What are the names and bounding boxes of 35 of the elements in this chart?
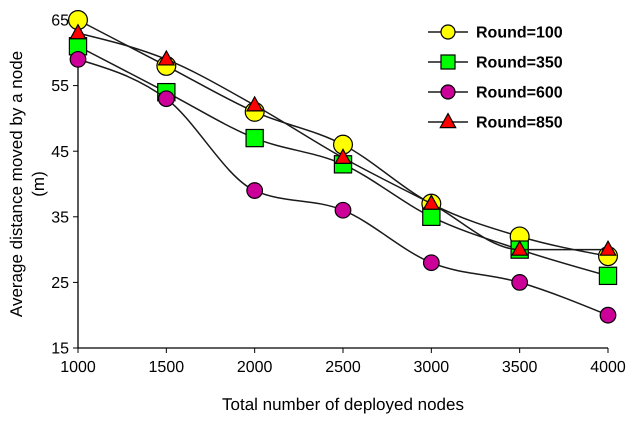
x-axis-title: Total number of deployed nodes [222,395,464,414]
y-tick-label: 55 [51,78,70,96]
x-tick-label: 4000 [590,359,626,376]
point [423,194,440,210]
y-tick-label: 35 [51,209,70,226]
x-tick-label: 1500 [148,359,184,376]
y-tick-label: 45 [51,144,70,161]
legend-label: Round=100 [476,24,563,42]
x-tick-label: 2000 [236,359,273,376]
point [68,10,88,30]
point [158,90,175,108]
y-tick-label: 15 [51,340,70,358]
point [246,182,264,199]
x-tick-label: 3500 [502,359,538,376]
y-axis-title: Average distance moved by a node (m) [7,50,48,318]
point [600,240,616,256]
y-tick-label: 65 [51,12,70,30]
point [333,134,353,155]
point [70,24,86,40]
y-tick-label: 25 [51,275,70,292]
x-tick-label: 3000 [414,359,450,376]
point [511,274,528,291]
x-tick-label: 2500 [325,359,361,376]
point [511,240,528,256]
point [245,128,264,148]
legend-label: Round=350 [476,54,563,72]
point [334,148,352,164]
x-tick-label: 1000 [60,359,96,376]
point [598,266,618,286]
legend-label: Round=850 [476,114,563,132]
point [422,254,440,272]
point [600,306,616,324]
point [334,202,352,219]
legend-label: Round=600 [476,84,563,102]
point [70,50,86,68]
